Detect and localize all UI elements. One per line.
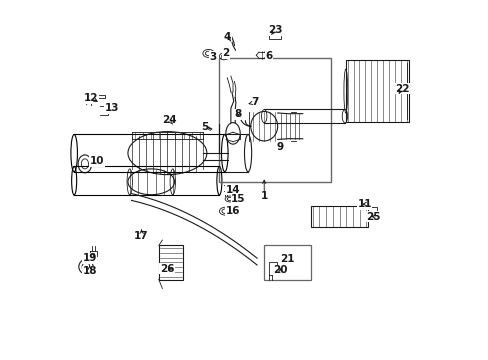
Text: 4: 4 <box>224 32 231 41</box>
Text: 16: 16 <box>225 206 240 216</box>
Bar <box>159 246 183 279</box>
Bar <box>264 244 310 280</box>
Bar <box>268 29 281 40</box>
Text: 11: 11 <box>357 199 371 209</box>
Text: 13: 13 <box>104 103 119 113</box>
Text: 3: 3 <box>209 52 217 62</box>
Text: 12: 12 <box>83 93 98 103</box>
Text: 2: 2 <box>222 48 229 58</box>
Bar <box>219 58 330 182</box>
Text: 21: 21 <box>280 254 294 264</box>
Text: 23: 23 <box>267 25 282 35</box>
Text: 25: 25 <box>366 212 380 221</box>
Text: 10: 10 <box>89 156 104 166</box>
Text: 24: 24 <box>162 115 176 125</box>
Text: 1: 1 <box>260 191 267 201</box>
Text: 18: 18 <box>82 266 97 276</box>
Text: 6: 6 <box>264 51 272 61</box>
Text: 26: 26 <box>160 264 174 274</box>
Text: 17: 17 <box>134 231 148 241</box>
Text: 8: 8 <box>234 109 242 120</box>
Text: 20: 20 <box>273 265 287 275</box>
Text: 9: 9 <box>276 142 284 152</box>
Text: 22: 22 <box>394 84 409 94</box>
Text: 5: 5 <box>200 122 207 132</box>
Text: 19: 19 <box>82 253 97 263</box>
Text: 15: 15 <box>231 194 245 204</box>
Bar <box>345 60 408 122</box>
Bar <box>310 206 367 227</box>
Text: 14: 14 <box>225 185 240 195</box>
Text: 7: 7 <box>251 97 259 107</box>
